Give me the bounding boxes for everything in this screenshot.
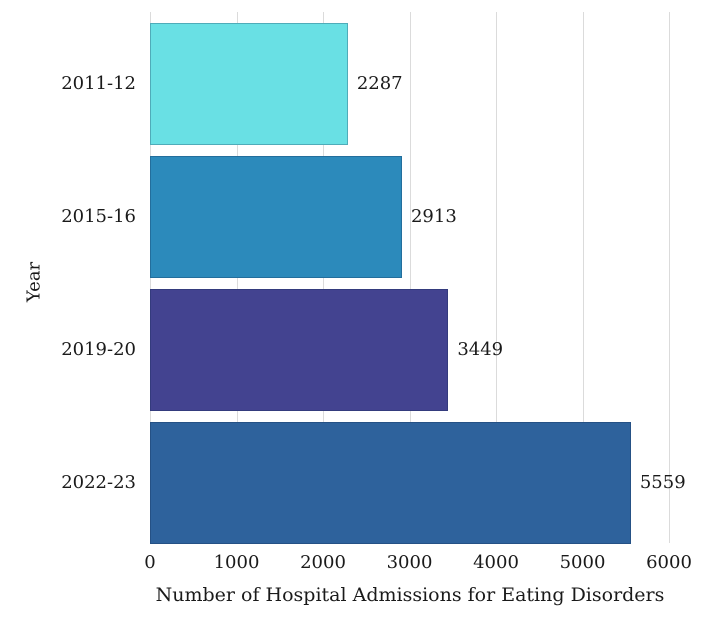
bar-2015-16	[150, 156, 402, 278]
x-tick-label-5000: 5000	[559, 552, 606, 573]
gridline-x-5000	[582, 12, 584, 543]
y-tick-label-2019-20: 2019-20	[61, 339, 136, 360]
bar-2011-12	[150, 23, 348, 145]
y-axis-title: Year	[23, 261, 45, 303]
gridline-x-4000	[496, 12, 497, 543]
x-tick-label-1000: 1000	[213, 552, 260, 573]
bar-2019-20	[150, 289, 449, 411]
value-label-2015-16: 2913	[410, 206, 457, 227]
gridline-x-6000	[669, 12, 670, 543]
x-tick-label-3000: 3000	[386, 552, 433, 573]
x-tick-label-0: 0	[144, 552, 156, 573]
x-tick-label-2000: 2000	[300, 552, 346, 573]
y-tick-label-2015-16: 2015-16	[61, 206, 136, 227]
bar-2022-23	[150, 422, 631, 544]
value-label-2019-20: 3449	[457, 339, 504, 360]
value-label-2022-23: 5559	[639, 472, 686, 493]
y-tick-label-2011-12: 2011-12	[61, 73, 136, 94]
x-tick-label-6000: 6000	[646, 552, 692, 573]
plot-area: 2287 2913 3449 5559	[150, 12, 690, 544]
gridline-x-3000	[409, 12, 411, 543]
value-label-2011-12: 2287	[356, 73, 403, 94]
x-tick-label-4000: 4000	[473, 552, 519, 573]
y-tick-label-2022-23: 2022-23	[61, 472, 136, 493]
x-axis-title: Number of Hospital Admissions for Eating…	[155, 584, 665, 606]
